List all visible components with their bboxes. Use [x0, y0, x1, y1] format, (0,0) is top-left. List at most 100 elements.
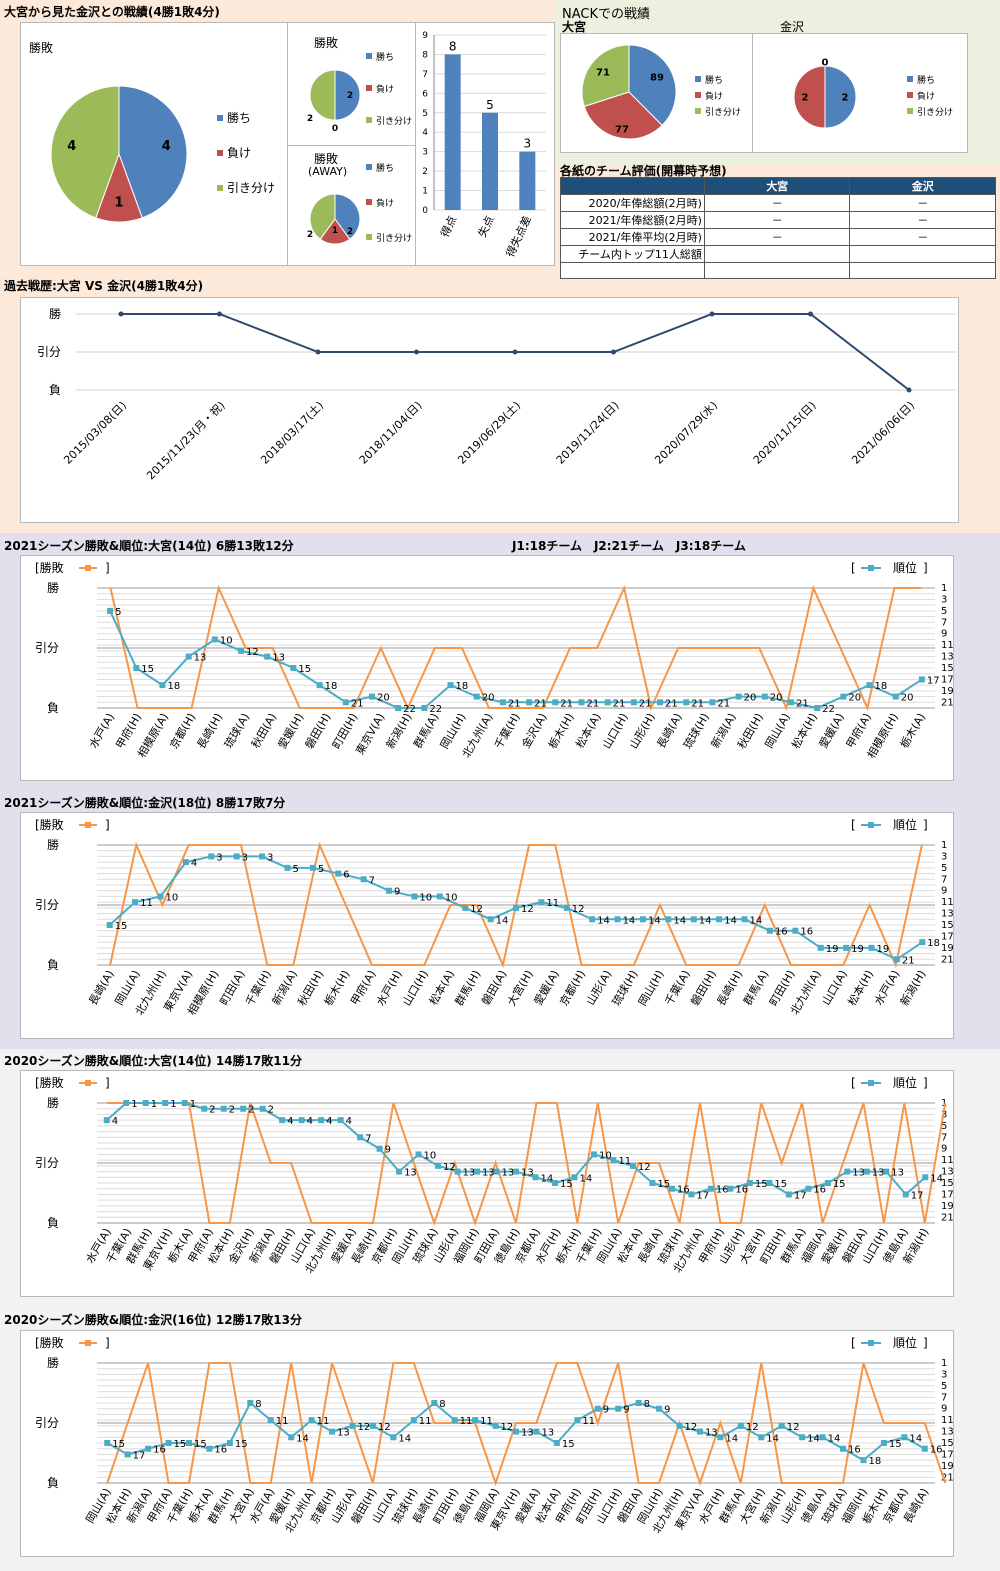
bar-category-1: 失点 — [476, 214, 497, 239]
history-point-0 — [118, 311, 124, 317]
season3-rank-point-35 — [819, 1434, 826, 1441]
season2-rank-point-25 — [590, 1151, 597, 1158]
season3-legend-left-close: ] — [105, 1336, 110, 1350]
season3-rank-point-39 — [901, 1434, 908, 1441]
season1-rank-point-31 — [893, 956, 900, 963]
season2-rank-point-29 — [668, 1185, 675, 1192]
pie-away-label-0: 2 — [347, 227, 353, 237]
season3-rank-label-35: 14 — [828, 1433, 841, 1444]
season2-rank-point-3 — [162, 1100, 169, 1106]
season1-ylabel-right-1: 3 — [941, 851, 947, 862]
bar-ytick-6: 6 — [422, 89, 428, 99]
history-panel: 勝引分負 2015/03/08(日) 2015/11/23(月・祝) 2018/03/… — [20, 297, 959, 523]
pie-total-legend-2: 引き分け — [227, 181, 275, 195]
summary-title: 大宮から見た金沢との戦績(4勝1敗4分) — [4, 5, 220, 19]
season2-rank-label-31: 16 — [716, 1185, 729, 1196]
season0-rank-point-11 — [395, 705, 402, 711]
season0-rank-point-20 — [630, 699, 637, 706]
season1-rank-point-21 — [639, 916, 646, 923]
bar-value-1: 5 — [486, 98, 494, 112]
season2-rank-label-26: 11 — [618, 1156, 631, 1167]
season0-rank-point-6 — [264, 653, 271, 660]
bar-ytick-1: 1 — [422, 187, 428, 197]
season2-rank-point-14 — [376, 1145, 383, 1152]
nack-omiya-legend-2: 引き分け — [705, 107, 741, 118]
evaluation-header-1: 大宮 — [703, 177, 851, 195]
pie-home-slice-2 — [309, 69, 336, 121]
bar-ytick-5: 5 — [422, 109, 428, 119]
season1-ylabel-left-2: 負 — [47, 958, 59, 972]
season2-ylabel-right-4: 9 — [941, 1144, 947, 1155]
season2-ylabel-right-3: 7 — [941, 1132, 947, 1143]
season0-rank-label-11: 22 — [403, 704, 416, 715]
season2-rank-label-22: 14 — [540, 1173, 553, 1184]
bar-ytick-0: 0 — [422, 206, 428, 216]
season1-rank-label-17: 11 — [546, 898, 559, 909]
season2-rank-label-12: 4 — [346, 1116, 352, 1127]
season0-category-4: 長崎(H) — [194, 711, 226, 752]
season3-rank-point-22 — [553, 1440, 560, 1446]
season2-rank-label-38: 13 — [852, 1168, 865, 1179]
season3-rank-label-39: 14 — [909, 1433, 922, 1444]
chart2-panel: 勝引分負 1 3 5 7 9 11 13 15 17 19 21 [勝敗][順位] 15 11 10 4 3 3 3 5… — [20, 812, 954, 1039]
pie-home-title: 勝敗 — [314, 36, 339, 50]
season1-ylabel-right-4: 9 — [941, 886, 947, 897]
season0-legend-right: 順位 — [893, 560, 917, 575]
season1-rank-label-4: 3 — [216, 852, 222, 863]
season3-rank-label-12: 12 — [357, 1422, 370, 1433]
season0-rank-label-21: 21 — [665, 698, 678, 709]
season2-rank-point-9 — [279, 1117, 286, 1124]
season3-rank-point-26 — [635, 1400, 642, 1406]
season0-rank-label-28: 20 — [848, 693, 861, 704]
season0-rank-label-0: 5 — [115, 607, 121, 618]
nack-omiya-legend-swatch-2 — [695, 108, 701, 114]
season0-rank-label-17: 21 — [560, 698, 573, 709]
season1-rank-point-22 — [665, 916, 672, 923]
season0-rank-label-1: 15 — [141, 664, 154, 675]
season1-rank-label-19: 14 — [597, 915, 610, 926]
season1-rank-point-13 — [436, 893, 443, 900]
evaluation-title: 各紙のチーム評価(開幕時予想) — [560, 164, 727, 178]
nack-kanazawa-slice-1 — [793, 65, 826, 129]
season3-rank-label-2: 16 — [153, 1445, 166, 1456]
season1-category-9: 栃木(H) — [321, 968, 353, 1009]
season1-rank-label-5: 3 — [242, 852, 248, 863]
bar-ytick-4: 4 — [422, 128, 428, 138]
season1-category-31: 新潟(H) — [897, 968, 929, 1009]
season2-ylabel-right-5: 11 — [941, 1155, 954, 1166]
season3-rank-point-34 — [799, 1434, 806, 1441]
season3-rank-label-16: 8 — [439, 1399, 445, 1410]
season2-rank-label-9: 4 — [287, 1116, 293, 1127]
season2-legend-right-marker — [868, 1080, 874, 1086]
evaluation-cell — [703, 245, 851, 263]
season0-ylabel-right-8: 17 — [941, 674, 954, 685]
season3-rank-point-9 — [288, 1434, 295, 1441]
season0-rank-label-22: 21 — [691, 698, 704, 709]
season2-rank-label-3: 1 — [170, 1099, 176, 1110]
season3-rank-point-15 — [410, 1417, 417, 1424]
pie-total-legend-0: 勝ち — [227, 110, 251, 125]
season1-rank-point-12 — [411, 893, 418, 900]
history-date-3: 2018/11/04(日) — [357, 399, 425, 467]
season1-rank-label-6: 3 — [267, 852, 273, 863]
season0-rank-point-0 — [107, 607, 114, 614]
season0-legend-right-marker — [868, 565, 874, 571]
season0-category-27: 愛媛(A) — [816, 711, 847, 751]
season2-rank-point-26 — [610, 1157, 617, 1164]
season3-ylabel-right-5: 11 — [941, 1415, 954, 1426]
season1-rank-point-6 — [259, 853, 266, 860]
season1-rank-label-9: 6 — [343, 870, 349, 881]
season1-ylabel-right-9: 19 — [941, 943, 954, 954]
goals-bar-chart: 0 1 2 3 4 5 6 7 8 9 8 得点 5 失点 3 得失点差 — [422, 31, 546, 259]
season0-ylabel-left-1: 引分 — [35, 641, 59, 655]
season0-rank-point-27 — [814, 705, 821, 711]
bar-ytick-7: 7 — [422, 70, 428, 80]
pie-home-panel: 勝敗 2 0 2 勝ち 負け 引き分け — [287, 22, 416, 146]
season3-rank-point-29 — [696, 1428, 703, 1435]
season1-rank-label-14: 12 — [470, 904, 483, 915]
season1-rank-point-32 — [919, 939, 926, 946]
season3-rank-label-34: 14 — [807, 1433, 820, 1444]
bar-category-2: 得失点差 — [503, 213, 534, 259]
